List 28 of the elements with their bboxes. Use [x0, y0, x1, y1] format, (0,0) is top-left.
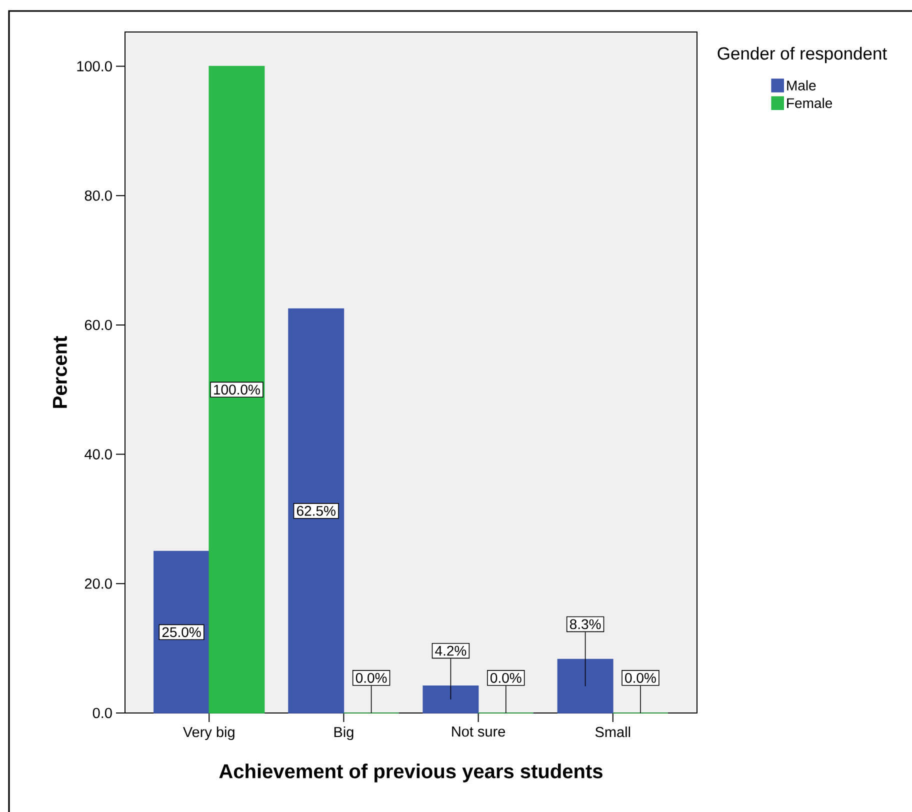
legend-label: Female — [787, 98, 832, 108]
x-tick-label: Very big — [182, 726, 234, 740]
y-tick-label: 0.0 — [92, 708, 112, 718]
bar — [208, 66, 265, 714]
y-tick-label: 100.0 — [77, 61, 112, 72]
data-label: 100.0% — [214, 384, 260, 395]
data-label: 0.0% — [490, 672, 522, 683]
y-tick-label: 20.0 — [84, 578, 112, 589]
bar — [557, 658, 614, 714]
bar — [154, 550, 210, 714]
x-tick-label: Small — [595, 726, 630, 738]
bar — [288, 308, 344, 714]
y-tick-label: 80.0 — [84, 190, 112, 201]
data-label: 4.2% — [435, 646, 466, 656]
data-label: 0.0% — [625, 672, 656, 683]
legend-title: Gender of respondent — [718, 46, 887, 64]
x-tick-label: Big — [334, 726, 354, 740]
data-label: 62.5% — [296, 506, 336, 516]
y-axis-title: Percent — [53, 336, 67, 408]
data-label: 25.0% — [162, 627, 201, 638]
data-label: 8.3% — [570, 619, 601, 630]
x-axis-title: Achievement of previous years students — [219, 764, 602, 782]
y-tick-label: 40.0 — [84, 449, 112, 460]
y-tick-label: 60.0 — [84, 320, 112, 330]
x-tick-label: Not sure — [452, 726, 506, 737]
bar — [422, 685, 479, 714]
data-label: 0.0% — [356, 672, 387, 683]
legend-label: Male — [787, 80, 816, 90]
